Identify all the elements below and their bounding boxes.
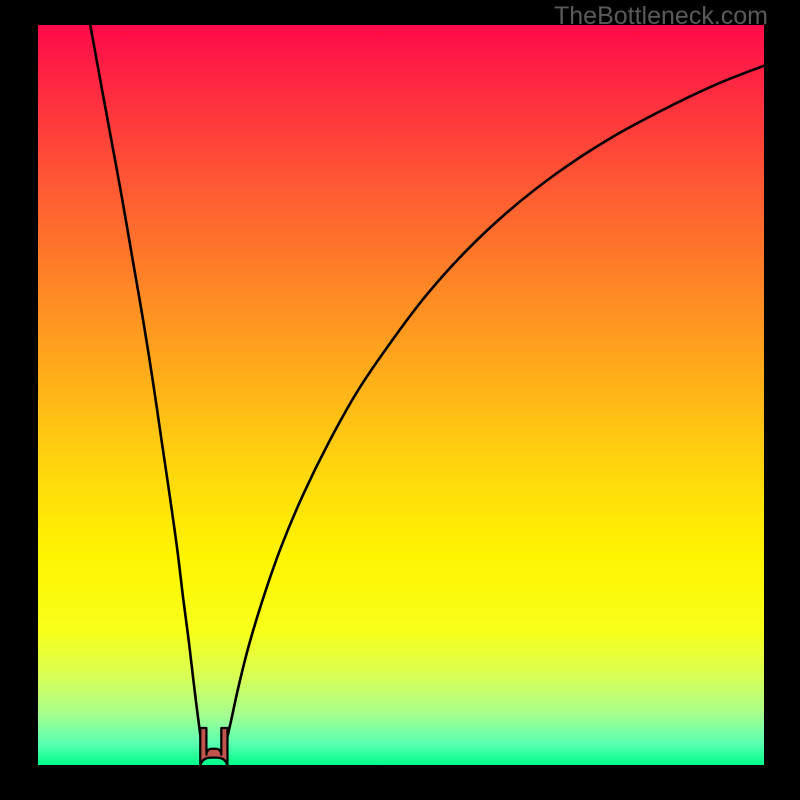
watermark-text: TheBottleneck.com	[554, 2, 768, 31]
chart-container: TheBottleneck.com	[0, 0, 800, 800]
gradient-background	[38, 25, 764, 765]
plot-area	[38, 25, 764, 765]
